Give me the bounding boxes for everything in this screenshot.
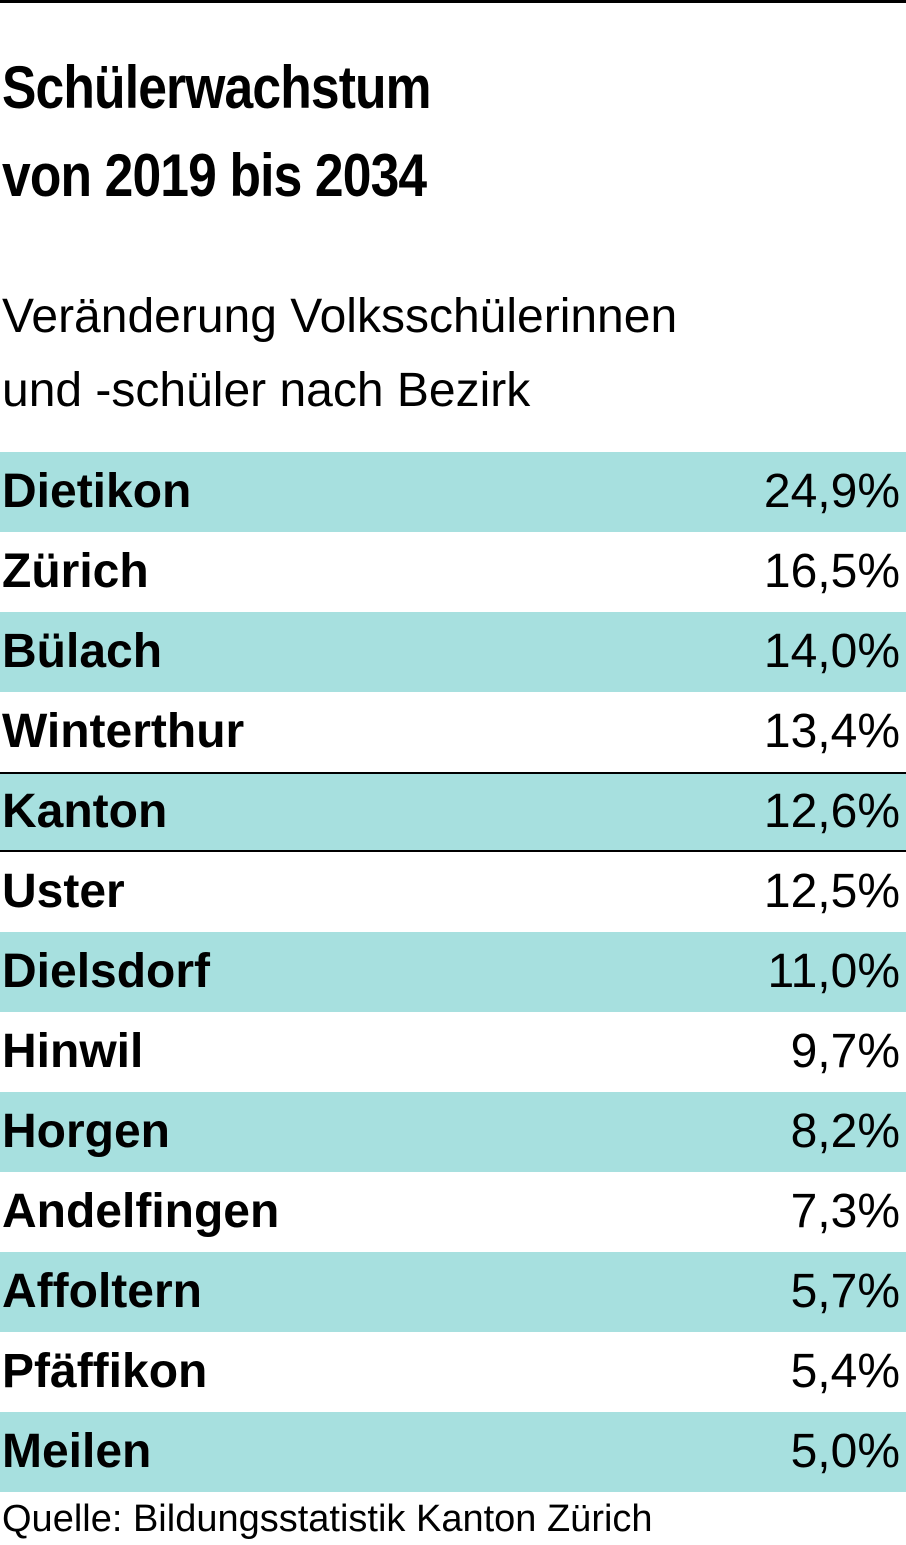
source-note: Quelle: Bildungsstatistik Kanton Zürich <box>2 1498 653 1540</box>
growth-value: 16,5% <box>763 545 900 598</box>
table-row: Uster 12,5% <box>0 852 906 932</box>
table-row: Bülach 14,0% <box>0 612 906 692</box>
chart-title: Schülerwachstum von 2019 bis 2034 <box>2 44 776 220</box>
growth-value: 24,9% <box>763 465 900 518</box>
growth-value: 5,0% <box>790 1425 900 1478</box>
district-name: Affoltern <box>2 1265 202 1318</box>
table-row: Zürich 16,5% <box>0 532 906 612</box>
district-name: Zürich <box>2 545 149 598</box>
top-rule <box>0 0 906 3</box>
district-name: Hinwil <box>2 1025 144 1078</box>
district-name: Pfäffikon <box>2 1345 208 1398</box>
table-row: Pfäffikon 5,4% <box>0 1332 906 1412</box>
table-row: Winterthur 13,4% <box>0 692 906 772</box>
chart-subtitle-line-1: Veränderung Volksschülerinnen <box>2 290 678 343</box>
table-row: Dietikon 24,9% <box>0 452 906 532</box>
table-row: Meilen 5,0% <box>0 1412 906 1492</box>
chart-subtitle: Veränderung Volksschülerinnen und -schül… <box>2 280 902 428</box>
growth-value: 5,7% <box>790 1265 900 1318</box>
district-name: Bülach <box>2 625 163 678</box>
table-row: Dielsdorf 11,0% <box>0 932 906 1012</box>
chart-title-line-1: Schülerwachstum <box>2 54 432 121</box>
district-name: Winterthur <box>2 705 245 758</box>
district-name: Kanton <box>2 785 168 838</box>
table-row: Hinwil 9,7% <box>0 1012 906 1092</box>
table-row: Affoltern 5,7% <box>0 1252 906 1332</box>
table-row: Andelfingen 7,3% <box>0 1172 906 1252</box>
district-name: Uster <box>2 865 125 918</box>
growth-value: 7,3% <box>790 1185 900 1238</box>
growth-value: 12,6% <box>763 785 900 838</box>
district-name: Dielsdorf <box>2 945 211 998</box>
chart-title-line-2: von 2019 bis 2034 <box>2 142 427 209</box>
district-table: Dietikon 24,9% Zürich 16,5% Bülach 14,0% Winte… <box>0 452 906 1492</box>
growth-value: 8,2% <box>790 1105 900 1158</box>
chart-subtitle-line-2: und -schüler nach Bezirk <box>2 364 531 417</box>
district-name: Dietikon <box>2 465 192 518</box>
growth-value: 12,5% <box>763 865 900 918</box>
growth-value: 9,7% <box>790 1025 900 1078</box>
district-name: Horgen <box>2 1105 170 1158</box>
growth-value: 14,0% <box>763 625 900 678</box>
growth-value: 13,4% <box>763 705 900 758</box>
table-row-total: Kanton 12,6% <box>0 772 906 852</box>
district-name: Meilen <box>2 1425 152 1478</box>
table-row: Horgen 8,2% <box>0 1092 906 1172</box>
growth-value: 5,4% <box>790 1345 900 1398</box>
growth-value: 11,0% <box>767 945 900 998</box>
district-name: Andelfingen <box>2 1185 280 1238</box>
